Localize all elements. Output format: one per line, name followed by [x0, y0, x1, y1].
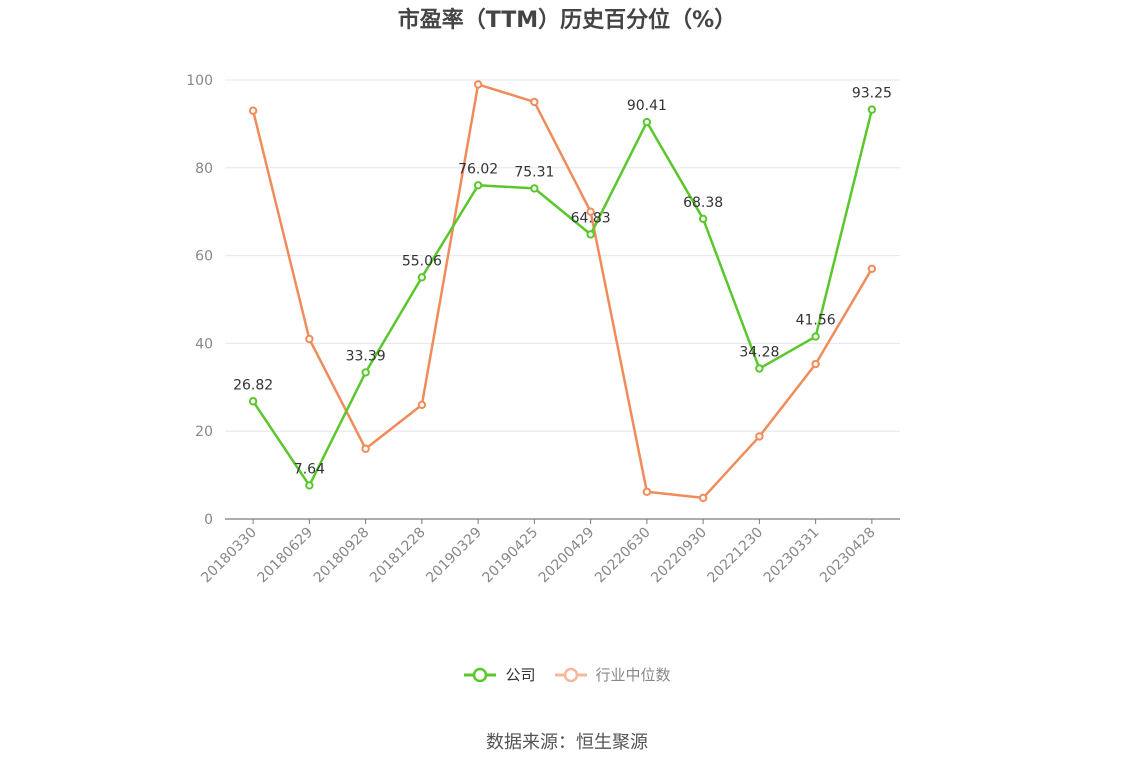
line-chart: 0 20 40 60 80 100 2018033020180629201809282018… [186, 73, 900, 586]
series-lines [248, 80, 877, 503]
data-point-0[interactable] [305, 481, 314, 490]
data-point-1[interactable] [305, 334, 314, 344]
y-tick-label: 40 [195, 336, 213, 352]
data-label: 76.02 [458, 161, 498, 177]
x-tick-label: 20190329 [423, 525, 485, 587]
data-label: 55.06 [402, 253, 442, 269]
data-point-1[interactable] [586, 207, 595, 216]
data-point-1[interactable] [811, 359, 820, 369]
x-tick-label: 20220930 [648, 525, 710, 587]
data-point-0[interactable] [698, 214, 708, 224]
x-tick-label: 20230331 [761, 525, 823, 587]
y-tick-label: 60 [195, 249, 213, 265]
data-label: 68.38 [683, 195, 723, 211]
data-point-0[interactable] [755, 364, 764, 373]
data-point-0[interactable] [361, 368, 370, 377]
data-point-1[interactable] [755, 432, 764, 441]
y-tick-label: 20 [195, 424, 213, 440]
legend-company-marker-icon [464, 667, 497, 682]
y-tick-label: 80 [195, 161, 213, 177]
data-point-1[interactable] [248, 106, 258, 115]
x-tick-label: 20200429 [536, 525, 598, 587]
data-point-1[interactable] [530, 97, 539, 107]
legend-item-industry-median[interactable]: 行业中位数 [554, 664, 671, 685]
axes: 0 20 40 60 80 100 2018033020180629201809282018… [186, 73, 900, 586]
data-label: 93.25 [852, 86, 892, 102]
data-label: 64.83 [571, 210, 611, 226]
data-point-0[interactable] [867, 105, 877, 114]
data-label: 26.82 [233, 377, 273, 393]
data-label: 34.28 [739, 345, 779, 361]
data-label: 7.64 [294, 461, 325, 477]
data-label: 90.41 [627, 98, 667, 114]
series-line-0 [252, 109, 874, 487]
legend-item-company[interactable]: 公司 [463, 664, 536, 685]
data-point-0[interactable] [473, 181, 483, 190]
data-source: 数据来源：恒生聚源 [486, 732, 648, 753]
data-point-1[interactable] [867, 264, 877, 273]
data-point-1[interactable] [417, 400, 427, 410]
y-tick-label: 100 [186, 73, 213, 89]
chart-title: 市盈率（TTM）历史百分位（%） [397, 8, 737, 33]
legend-industry-marker-icon [554, 667, 587, 682]
data-point-1[interactable] [698, 493, 708, 503]
y-tick-label: 0 [204, 512, 213, 528]
x-tick-label: 20230428 [817, 525, 879, 587]
data-point-0[interactable] [417, 273, 427, 282]
data-point-1[interactable] [361, 444, 370, 453]
legend-label-company: 公司 [505, 666, 536, 684]
data-point-1[interactable] [473, 80, 483, 89]
data-label: 33.39 [346, 348, 386, 364]
data-label: 75.31 [514, 164, 554, 180]
data-point-0[interactable] [811, 332, 820, 341]
data-point-1[interactable] [642, 487, 652, 496]
data-point-0[interactable] [248, 397, 258, 406]
x-tick-label: 20180330 [198, 525, 260, 587]
x-tick-label: 20221230 [704, 525, 766, 587]
legend-label-industry-median: 行业中位数 [595, 666, 671, 684]
x-tick-label: 20180629 [254, 525, 316, 587]
data-point-0[interactable] [586, 230, 595, 239]
series-line-1 [251, 83, 873, 500]
data-point-0[interactable] [530, 184, 539, 193]
legend: 公司 行业中位数 [0, 664, 1134, 685]
x-tick-label: 20190425 [479, 525, 541, 587]
x-tick-label: 20181228 [367, 525, 429, 587]
data-label: 41.56 [796, 313, 836, 329]
grid-lines [225, 79, 900, 432]
x-tick-label: 20180928 [311, 525, 373, 587]
x-tick-label: 20220630 [592, 525, 654, 587]
data-point-0[interactable] [642, 117, 652, 127]
data-labels: 26.82 7.64 33.39 55.06 76.02 75.31 64.83 90.41 6… [233, 86, 892, 478]
